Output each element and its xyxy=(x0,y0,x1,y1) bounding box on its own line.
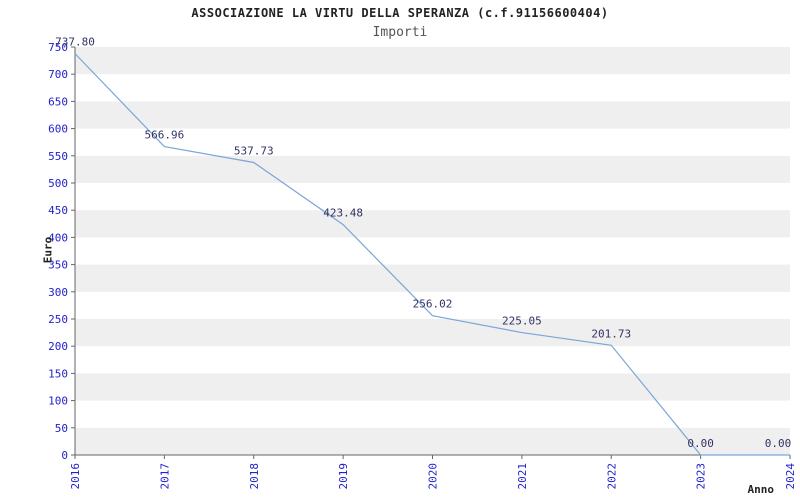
x-tick-label: 2017 xyxy=(158,463,171,490)
y-tick-label: 200 xyxy=(48,340,68,353)
y-tick-label: 100 xyxy=(48,395,68,408)
value-label: 0.00 xyxy=(765,437,792,450)
chart-title: ASSOCIAZIONE LA VIRTU DELLA SPERANZA (c.… xyxy=(191,6,609,20)
x-tick-label: 2019 xyxy=(337,463,350,490)
value-label: 423.48 xyxy=(323,207,363,220)
x-tick-label: 2018 xyxy=(248,463,261,490)
plot-band xyxy=(75,264,790,292)
y-tick-label: 50 xyxy=(55,422,68,435)
plot-band xyxy=(75,427,790,455)
y-tick-label: 250 xyxy=(48,313,68,326)
y-tick-label: 150 xyxy=(48,367,68,380)
value-label: 225.05 xyxy=(502,315,542,328)
value-label: 0.00 xyxy=(687,437,714,450)
y-tick-label: 650 xyxy=(48,95,68,108)
chart-subtitle: Importi xyxy=(372,25,428,40)
y-tick-label: 500 xyxy=(48,177,68,190)
x-tick-label: 2023 xyxy=(695,463,708,490)
x-tick-label: 2024 xyxy=(784,463,797,490)
x-tick-label: 2021 xyxy=(516,463,529,490)
y-tick-label: 600 xyxy=(48,123,68,136)
plot-band xyxy=(75,210,790,238)
x-tick-label: 2022 xyxy=(605,463,618,490)
x-tick-label: 2020 xyxy=(427,463,440,490)
y-tick-label: 550 xyxy=(48,150,68,163)
series-line xyxy=(74,53,790,456)
plot-band xyxy=(75,155,790,183)
y-axis-label: Euro xyxy=(41,236,55,264)
y-tick-label: 700 xyxy=(48,68,68,81)
value-label: 537.73 xyxy=(234,144,274,157)
plot-band xyxy=(75,373,790,401)
plot-band xyxy=(75,47,790,75)
value-label: 737.80 xyxy=(55,36,95,49)
value-label: 201.73 xyxy=(591,327,631,340)
plot-band xyxy=(75,101,790,129)
y-tick-label: 0 xyxy=(61,449,68,462)
y-tick-label: 300 xyxy=(48,286,68,299)
x-tick-label: 2016 xyxy=(69,463,82,490)
y-tick-label: 450 xyxy=(48,204,68,217)
y-tick-label: 400 xyxy=(48,231,68,244)
plot-band xyxy=(75,319,790,347)
y-tick-label: 750 xyxy=(48,41,68,54)
value-label: 566.96 xyxy=(145,129,185,142)
x-axis-label: Anno xyxy=(747,483,775,496)
value-label: 256.02 xyxy=(413,298,453,311)
y-tick-label: 350 xyxy=(48,259,68,272)
